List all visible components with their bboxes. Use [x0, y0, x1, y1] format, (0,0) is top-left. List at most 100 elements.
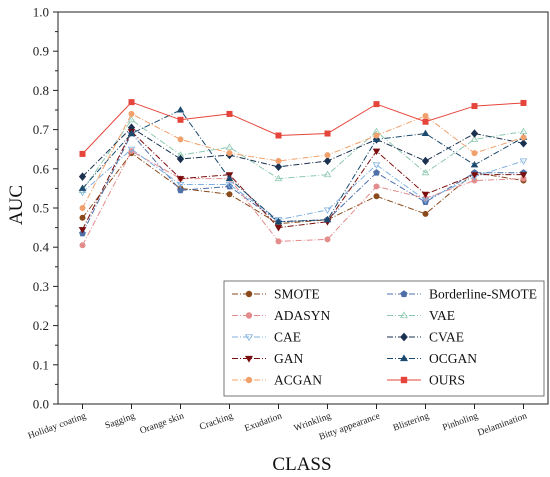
data-point: [79, 242, 86, 249]
data-point: [470, 161, 479, 168]
data-point: [176, 106, 185, 113]
data-point: [127, 129, 136, 137]
data-point: [422, 210, 429, 217]
y-tick-label: 0.4: [33, 240, 50, 255]
legend-label: GAN: [274, 351, 303, 366]
series-acgan: [79, 110, 527, 211]
data-point: [470, 172, 479, 179]
legend-label: VAE: [429, 308, 455, 323]
data-point: [324, 236, 331, 243]
data-point: [176, 154, 185, 164]
data-point: [274, 217, 283, 225]
data-point: [245, 312, 253, 319]
legend-item: VAE: [387, 308, 455, 323]
data-point: [79, 204, 86, 211]
y-tick-label: 0.3: [33, 279, 49, 294]
data-point: [127, 146, 136, 154]
data-point: [78, 184, 87, 191]
legend-label: OURS: [429, 373, 465, 388]
series-line: [82, 119, 524, 191]
data-point: [244, 355, 254, 363]
x-tick-label: Pinholing: [441, 411, 479, 433]
series-smote: [79, 150, 527, 227]
series-line: [82, 109, 524, 223]
data-point: [421, 168, 430, 176]
data-point: [323, 156, 332, 166]
data-point: [470, 135, 479, 142]
legend-item: OURS: [387, 373, 465, 388]
data-point: [323, 207, 332, 214]
data-point: [226, 110, 233, 117]
data-point: [225, 174, 234, 182]
data-point: [519, 172, 528, 179]
legend: SMOTE Borderline-SMOTE ADASYN VAE CAE CVAE GAN…: [223, 280, 545, 397]
series-line: [82, 101, 524, 155]
data-point: [275, 132, 282, 139]
y-tick-label: 0.0: [33, 397, 49, 412]
data-point: [275, 238, 282, 245]
x-axis-label: CLASS: [272, 454, 331, 475]
data-point: [519, 139, 528, 148]
legend-label: CVAE: [429, 330, 464, 345]
data-point: [373, 193, 380, 200]
data-point: [372, 135, 381, 142]
data-point: [78, 172, 87, 181]
y-tick-label: 0.5: [33, 201, 49, 216]
data-point: [127, 115, 136, 123]
data-point: [470, 129, 479, 138]
series-ocgan: [78, 106, 528, 225]
legend-box: [223, 280, 545, 397]
series-adasyn: [79, 148, 527, 249]
data-point: [422, 112, 429, 119]
y-tick-label: 0.7: [33, 122, 50, 137]
series-cvae: [78, 123, 528, 181]
series-borderline-smote: [79, 129, 527, 237]
data-point: [471, 177, 478, 184]
series-layer: [78, 99, 528, 249]
data-point: [225, 181, 234, 189]
y-tick-label: 0.2: [33, 318, 49, 333]
data-point: [78, 227, 87, 234]
data-point: [274, 162, 283, 172]
data-point: [177, 186, 184, 194]
legend-label: OCGAN: [429, 351, 477, 366]
data-point: [520, 134, 527, 141]
data-point: [399, 354, 409, 362]
data-point: [421, 129, 430, 137]
y-axis-label: AUC: [6, 185, 27, 225]
legend-item: ACGAN: [232, 373, 322, 388]
y-tick-label: 0.6: [33, 161, 50, 176]
data-point: [421, 191, 430, 199]
x-tick-label: Blistering: [392, 411, 431, 433]
data-point: [399, 311, 409, 319]
legend-label: ADASYN: [274, 308, 331, 323]
data-point: [244, 334, 254, 342]
data-point: [373, 169, 380, 176]
data-point: [324, 152, 331, 159]
data-point: [471, 150, 478, 157]
legend-label: CAE: [274, 330, 301, 345]
data-point: [245, 290, 253, 298]
legend-item: OCGAN: [387, 351, 477, 366]
series-line: [82, 148, 524, 221]
series-line: [82, 130, 524, 230]
data-point: [128, 99, 135, 106]
legend-label: SMOTE: [274, 287, 320, 302]
data-point: [400, 290, 408, 298]
data-point: [422, 118, 429, 125]
x-tick-label: Delamination: [477, 411, 529, 438]
data-point: [274, 174, 283, 182]
data-point: [225, 143, 234, 150]
data-point: [226, 150, 233, 157]
data-point: [177, 136, 184, 143]
y-tick-label: 1.0: [33, 5, 49, 20]
data-point: [274, 225, 283, 232]
data-point: [226, 191, 233, 198]
axes: 0.0 0.1 0.2 0.3 0.4 0.5 0.6 0.7 0.8 0.9 1.0 Holiday…: [27, 5, 549, 443]
series-gan: [78, 129, 528, 234]
data-point: [372, 148, 381, 156]
series-vae: [78, 115, 528, 193]
data-point: [520, 99, 527, 106]
data-point: [79, 150, 86, 157]
series-line: [82, 152, 524, 225]
